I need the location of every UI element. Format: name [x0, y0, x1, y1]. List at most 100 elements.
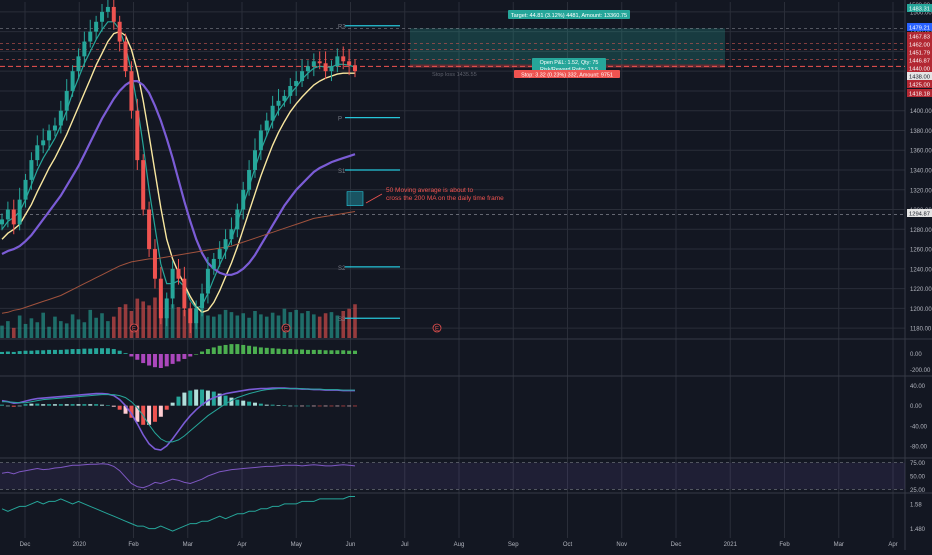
volume-bar: [6, 321, 10, 338]
price-axis-tick: 1320.00: [910, 188, 932, 194]
price-tag: 1479.21: [909, 26, 930, 32]
momentum-bar: [223, 344, 228, 354]
momentum-bar: [288, 349, 293, 354]
momentum-bar: [29, 350, 34, 354]
candle-body: [241, 189, 246, 210]
open-pnl-label: Open P&L: 1.52, Qty: 75: [540, 60, 599, 66]
macd-histogram-bar: [294, 405, 299, 407]
macd-histogram-bar: [11, 405, 16, 407]
candle-body: [5, 209, 10, 220]
macd-histogram-bar: [347, 405, 352, 407]
macd-line-signal: [2, 388, 355, 443]
candle-body: [323, 63, 328, 72]
volume-bar: [212, 316, 216, 338]
momentum-bar: [47, 349, 52, 354]
volume-bar: [47, 326, 51, 338]
candle-body: [52, 125, 57, 131]
candle-body: [329, 66, 334, 72]
candle-body: [88, 31, 93, 42]
indicator-panels: [0, 344, 905, 532]
macd-histogram-bar: [258, 403, 263, 406]
macd-histogram-bar: [276, 405, 281, 406]
macd-tick: 40.00: [910, 384, 926, 390]
candle-body: [11, 209, 16, 225]
price-tag: 1446.87: [909, 59, 930, 65]
momentum-bar: [176, 354, 181, 362]
volume-bar: [247, 317, 251, 338]
time-axis-tick: Mar: [834, 542, 844, 548]
price-axis-tick: 1180.00: [910, 327, 932, 333]
volume-bar: [141, 301, 145, 338]
price-axis-tick: 1280.00: [910, 228, 932, 234]
candle-body: [194, 308, 199, 324]
macd-histogram-bar: [317, 405, 322, 407]
candle-body: [105, 6, 110, 12]
price-tag: 1451.79: [909, 51, 930, 57]
price-tag-bg: [907, 209, 932, 217]
time-axis-tick: 2020: [73, 542, 87, 548]
time-axis-tick: Jul: [401, 542, 409, 548]
macd-histogram-bar: [123, 405, 128, 414]
macd-histogram-bar: [323, 405, 328, 407]
candle-body: [164, 298, 169, 319]
time-axis-tick: Feb: [779, 542, 790, 548]
macd-histogram-bar: [47, 404, 52, 406]
volume-bar: [76, 319, 81, 338]
macd-histogram-bar: [117, 405, 122, 410]
candle-body: [247, 170, 252, 190]
candle-body: [117, 21, 122, 42]
target-label: Target: 44.81 (3.12%) 4481, Amount: 1336…: [511, 13, 627, 19]
volume-bar: [29, 318, 34, 338]
momentum-bar: [229, 344, 234, 354]
candle-body: [176, 268, 181, 279]
volume-bar: [276, 315, 281, 338]
price-tag-bg: [907, 32, 932, 40]
momentum-bar: [152, 354, 157, 368]
momentum-bar: [17, 351, 22, 354]
volume-bar: [270, 312, 275, 338]
stop-label-bg: [514, 70, 620, 78]
momentum-bar: [70, 349, 75, 354]
candle-body: [294, 81, 299, 86]
candle-body: [235, 209, 240, 230]
candle-body: [47, 130, 52, 141]
candle-body: [82, 41, 87, 57]
ma-line-200-ma: [1, 211, 356, 314]
fib-label: P: [338, 117, 342, 123]
momentum-bar: [111, 349, 116, 354]
volume-bar: [117, 307, 122, 338]
annotation-arrow: [365, 193, 383, 204]
macd-histogram-bar: [200, 389, 205, 406]
candle-body: [282, 95, 287, 101]
volume-bar: [229, 312, 234, 338]
volume-bar: [170, 304, 175, 338]
momentum-bar: [311, 349, 316, 354]
macd-histogram-bar: [76, 404, 81, 406]
momentum-bar: [0, 351, 4, 354]
price-tag: 1467.83: [909, 35, 930, 41]
momentum-bar: [129, 354, 134, 357]
price-axis-tick: 1240.00: [910, 267, 932, 273]
momentum-bar: [300, 349, 305, 354]
macd-histogram-bar: [58, 404, 63, 406]
macd-histogram-bar: [147, 405, 152, 425]
volume-bar: [282, 308, 287, 338]
volume-bar: [347, 308, 351, 338]
volume-bar: [82, 322, 87, 338]
macd-histogram-bar: [23, 404, 28, 406]
price-tag-bg: [907, 72, 932, 80]
volume-bar: [41, 312, 45, 338]
price-tag-bg: [907, 89, 932, 97]
price-axis-tick: 1220.00: [910, 287, 932, 293]
fib-label: S1: [338, 169, 346, 175]
candle-body: [76, 56, 81, 72]
momentum-bar: [347, 350, 352, 354]
momentum-bar: [282, 349, 287, 354]
volume-bar: [94, 317, 98, 338]
macd-histogram-bar: [341, 405, 346, 407]
momentum-bar: [264, 347, 269, 354]
candle-body: [70, 71, 75, 91]
momentum-tick: -200.00: [910, 368, 931, 374]
